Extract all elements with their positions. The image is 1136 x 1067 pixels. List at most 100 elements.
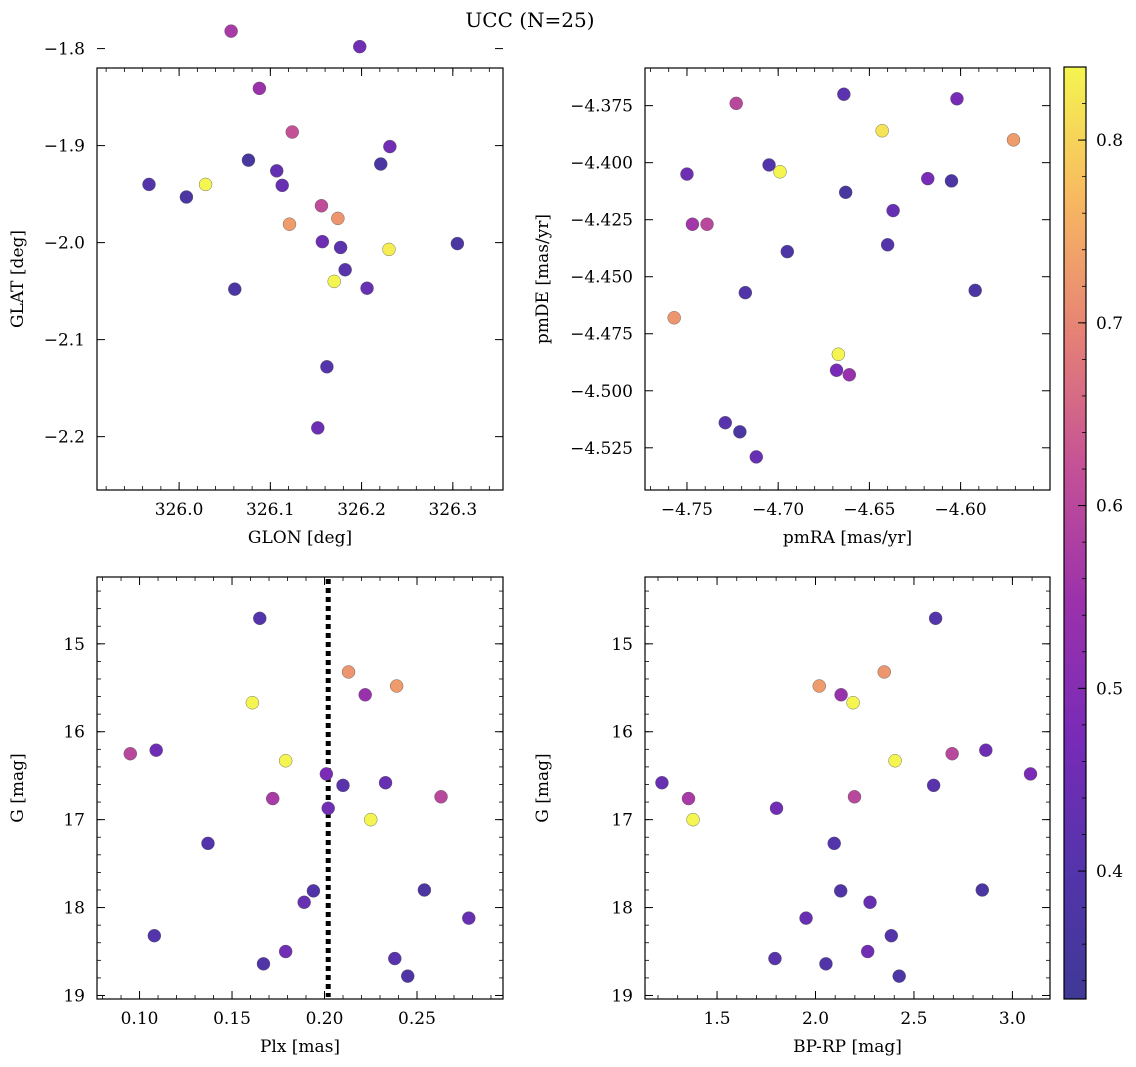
x-axis-label: pmRA [mas/yr] bbox=[783, 528, 912, 548]
data-point bbox=[333, 240, 348, 255]
x-axis-label: BP-RP [mag] bbox=[793, 1037, 902, 1057]
colorbar-tick-label: 0.8 bbox=[1096, 131, 1123, 151]
x-tick-label: 2.0 bbox=[802, 1009, 829, 1029]
data-point bbox=[875, 124, 889, 138]
y-tick-label: −4.400 bbox=[570, 154, 633, 174]
y-axis-label: G [mag] bbox=[8, 753, 28, 822]
colorbar-gradient bbox=[1064, 67, 1086, 999]
data-point bbox=[241, 153, 256, 167]
data-point bbox=[123, 747, 137, 761]
x-tick-label: −4.65 bbox=[843, 500, 895, 520]
data-point bbox=[311, 421, 325, 435]
x-tick-label: 326.3 bbox=[428, 500, 477, 520]
data-point bbox=[884, 929, 899, 943]
data-point bbox=[944, 174, 959, 188]
data-point bbox=[846, 696, 860, 710]
data-point bbox=[266, 791, 280, 806]
y-tick-label: 18 bbox=[611, 899, 633, 919]
data-point bbox=[201, 836, 215, 851]
data-point bbox=[880, 238, 895, 252]
data-point bbox=[147, 929, 162, 943]
x-tick-label: −4.60 bbox=[935, 500, 987, 520]
data-point bbox=[686, 812, 700, 827]
plot-frame bbox=[96, 67, 504, 491]
data-point bbox=[462, 911, 476, 925]
x-tick-label: 0.10 bbox=[121, 1009, 159, 1029]
data-point bbox=[297, 895, 311, 909]
data-point bbox=[1023, 767, 1038, 781]
data-point bbox=[450, 236, 465, 251]
data-point bbox=[773, 165, 787, 179]
x-tick-label: 3.0 bbox=[999, 1009, 1026, 1029]
colorbar-frame bbox=[1063, 66, 1087, 1000]
x-tick-label: −4.70 bbox=[752, 500, 804, 520]
y-tick-label: 15 bbox=[611, 635, 633, 655]
y-tick-label: 17 bbox=[63, 811, 85, 831]
x-tick-label: 326.2 bbox=[337, 500, 386, 520]
data-point bbox=[762, 158, 776, 172]
data-point bbox=[224, 24, 238, 38]
subplots: 326.0 326.1 326.2 326.3 −1.8 −1.9 −2.0 −2.1 −2.2… bbox=[8, 24, 1051, 1057]
data-point bbox=[819, 957, 833, 971]
subplot-3: 0.10 0.15 0.20 0.25 15 16 17 18 19 Plx [mas] G [ma… bbox=[8, 576, 504, 1057]
subplot-4: 1.5 2.0 2.5 3.0 15 16 17 18 19 BP-RP [mag] G [mag] bbox=[533, 576, 1051, 1057]
data-point bbox=[256, 957, 271, 971]
data-point bbox=[834, 884, 848, 898]
y-tick-label: 17 bbox=[611, 811, 633, 831]
y-tick-label: 19 bbox=[63, 986, 85, 1006]
data-point bbox=[892, 969, 906, 983]
data-point bbox=[315, 234, 330, 249]
data-point bbox=[945, 747, 959, 761]
subplot-2: −4.75 −4.70 −4.65 −4.60 −4.375 −4.400 −4.425 −4… bbox=[533, 67, 1051, 548]
data-point bbox=[320, 360, 334, 374]
data-point bbox=[285, 125, 299, 139]
data-point bbox=[364, 812, 378, 827]
x-tick-label: 0.20 bbox=[306, 1009, 344, 1029]
data-point bbox=[382, 242, 396, 257]
data-point bbox=[327, 274, 341, 289]
data-point bbox=[383, 139, 397, 154]
data-point bbox=[950, 92, 964, 106]
data-point bbox=[680, 167, 694, 181]
x-axis-label: Plx [mas] bbox=[260, 1037, 340, 1057]
data-point bbox=[749, 450, 763, 464]
data-point bbox=[338, 263, 352, 277]
y-axis-label: G [mag] bbox=[533, 753, 553, 822]
data-point bbox=[928, 611, 943, 626]
data-point bbox=[228, 282, 242, 296]
data-point bbox=[921, 171, 935, 186]
x-tick-label: 2.5 bbox=[900, 1009, 927, 1029]
y-tick-label: −2.2 bbox=[44, 428, 85, 448]
data-point bbox=[877, 665, 891, 679]
data-point bbox=[837, 87, 851, 101]
y-tick-label: −4.425 bbox=[570, 211, 633, 231]
data-point bbox=[245, 696, 260, 710]
data-point bbox=[667, 311, 681, 325]
data-point bbox=[331, 211, 345, 226]
y-tick-label: −4.475 bbox=[570, 325, 633, 345]
data-point bbox=[149, 743, 163, 757]
data-point bbox=[860, 944, 875, 959]
data-point bbox=[700, 217, 714, 231]
data-point bbox=[979, 743, 993, 757]
y-axis-label: pmDE [mas/yr] bbox=[533, 214, 553, 344]
data-point bbox=[847, 790, 862, 804]
y-tick-label: −4.450 bbox=[570, 268, 633, 288]
data-point bbox=[827, 836, 841, 851]
data-point bbox=[360, 281, 374, 295]
data-point bbox=[729, 96, 743, 111]
data-point bbox=[780, 244, 794, 259]
y-tick-label: 16 bbox=[611, 723, 633, 743]
data-point bbox=[1006, 133, 1021, 147]
x-axis-label: GLON [deg] bbox=[248, 528, 352, 548]
data-point bbox=[142, 177, 156, 192]
data-point bbox=[282, 217, 297, 231]
data-point bbox=[341, 665, 356, 679]
y-tick-label: −2.0 bbox=[44, 234, 85, 254]
data-point bbox=[358, 688, 372, 702]
data-point bbox=[968, 283, 982, 298]
figure-title: UCC (N=25) bbox=[465, 8, 594, 32]
data-point bbox=[834, 688, 848, 702]
y-tick-label: 15 bbox=[63, 635, 85, 655]
